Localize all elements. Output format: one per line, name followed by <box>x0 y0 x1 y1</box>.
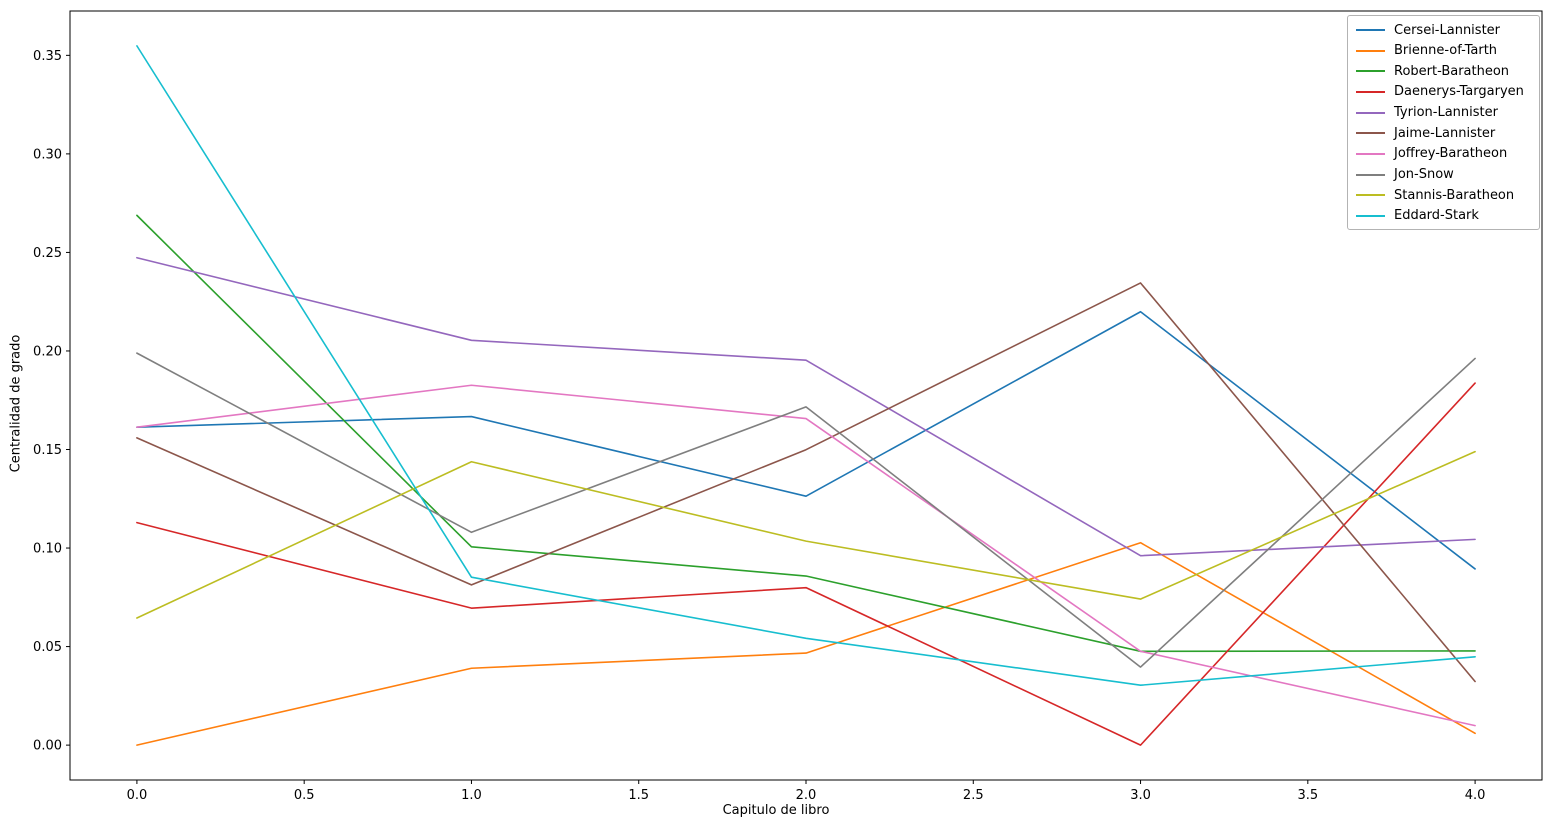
legend-swatch-line <box>1356 111 1385 114</box>
legend-item: Tyrion-Lannister <box>1356 103 1531 123</box>
y-tick-label: 0.00 <box>33 739 62 754</box>
y-tick-label: 0.15 <box>33 443 62 458</box>
legend: Cersei-Lannister Brienne-of-Tarth Robert-B… <box>1347 15 1540 230</box>
legend-swatch-line <box>1356 173 1385 176</box>
series-line-robert-baratheon <box>136 214 1476 653</box>
x-tick-label: 0.0 <box>127 788 148 803</box>
legend-label: Robert-Baratheon <box>1394 63 1510 79</box>
legend-swatch-line <box>1356 214 1385 217</box>
y-axis-title: Centralidad de grado <box>8 334 24 473</box>
legend-swatch-line <box>1356 194 1385 197</box>
series-line-cersei-lannister <box>136 310 1476 570</box>
x-tick-label: 3.0 <box>1130 788 1151 803</box>
legend-label: Jaime-Lannister <box>1394 125 1496 141</box>
legend-swatch-line <box>1356 132 1385 135</box>
series-line-daenerys-targaryen <box>136 382 1476 746</box>
x-tick-label: 0.5 <box>294 788 315 803</box>
legend-label: Stannis-Baratheon <box>1394 187 1515 203</box>
series-line-jon-snow <box>136 352 1476 668</box>
legend-item: Jaime-Lannister <box>1356 123 1531 143</box>
y-tick-label: 0.30 <box>33 147 62 162</box>
legend-item: Robert-Baratheon <box>1356 61 1531 81</box>
legend-swatch-line <box>1356 152 1385 155</box>
legend-swatch-line <box>1356 90 1385 93</box>
legend-item: Eddard-Stark <box>1356 206 1531 226</box>
x-axis-title: Capitulo de libro <box>722 803 830 818</box>
legend-label: Brienne-of-Tarth <box>1394 43 1498 59</box>
x-tick-label: 3.5 <box>1297 788 1318 803</box>
legend-label: Daenerys-Targaryen <box>1394 84 1524 100</box>
x-tick-label: 2.0 <box>796 788 817 803</box>
series-line-brienne-of-tarth <box>136 541 1476 746</box>
legend-label: Tyrion-Lannister <box>1394 105 1498 121</box>
y-tick-label: 0.05 <box>33 640 62 655</box>
y-tick-label: 0.10 <box>33 542 62 557</box>
x-tick-label: 2.5 <box>963 788 984 803</box>
legend-label: Eddard-Stark <box>1394 208 1479 224</box>
legend-item: Stannis-Baratheon <box>1356 185 1531 205</box>
axes-frame <box>69 10 1543 781</box>
series-line-stannis-baratheon <box>136 450 1476 619</box>
y-tick-label: 0.20 <box>33 344 62 359</box>
x-tick-label: 1.5 <box>628 788 649 803</box>
legend-item: Joffrey-Baratheon <box>1356 144 1531 164</box>
legend-item: Brienne-of-Tarth <box>1356 41 1531 61</box>
x-tick-label: 1.0 <box>461 788 482 803</box>
y-tick-label: 0.25 <box>33 246 62 261</box>
legend-swatch-line <box>1356 70 1385 73</box>
legend-swatch-line <box>1356 29 1385 31</box>
legend-swatch-line <box>1356 49 1385 52</box>
series-line-jaime-lannister <box>136 282 1476 683</box>
legend-item: Jon-Snow <box>1356 165 1531 185</box>
x-tick-label: 4.0 <box>1465 788 1486 803</box>
legend-item: Daenerys-Targaryen <box>1356 82 1531 102</box>
legend-label: Jon-Snow <box>1394 167 1454 183</box>
series-line-eddard-stark <box>136 45 1476 687</box>
legend-item: Cersei-Lannister <box>1356 20 1531 40</box>
legend-label: Cersei-Lannister <box>1394 22 1501 38</box>
y-tick-label: 0.35 <box>33 49 62 64</box>
legend-label: Joffrey-Baratheon <box>1394 146 1508 162</box>
